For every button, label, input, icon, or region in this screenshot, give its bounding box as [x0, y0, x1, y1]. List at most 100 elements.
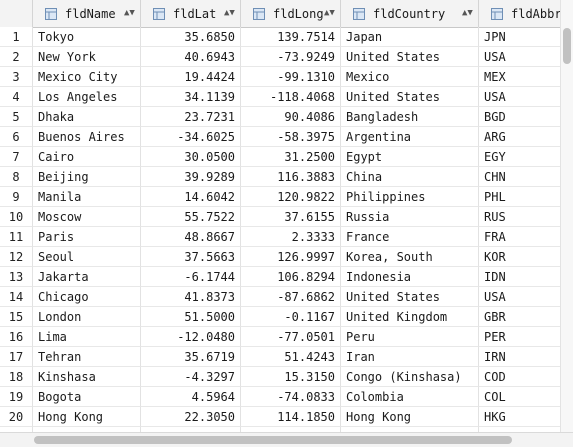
cell-fldLong[interactable]: -99.1310 [241, 67, 341, 87]
table-row[interactable]: 17 Tehran 35.6719 51.4243 Iran IRN [0, 347, 573, 367]
cell-fldAbbrev[interactable]: JPN [479, 27, 573, 47]
cell-fldLong[interactable]: 15.3150 [241, 367, 341, 387]
horizontal-scrollbar[interactable] [0, 432, 573, 447]
cell-fldCountry[interactable]: United States [341, 87, 479, 107]
sort-arrows-icon[interactable]: ▲▼ [124, 8, 135, 18]
cell-fldAbbrev[interactable]: HKG [479, 407, 573, 427]
cell-fldLat[interactable]: 23.7231 [141, 107, 241, 127]
cell-fldLong[interactable]: 139.7514 [241, 27, 341, 47]
cell-fldCountry[interactable]: United Kingdom [341, 307, 479, 327]
column-header-fldLong[interactable]: fldLong ▲▼ [241, 0, 341, 27]
cell-fldLat[interactable]: 37.5663 [141, 247, 241, 267]
table-row[interactable]: 19 Bogota 4.5964 -74.0833 Colombia COL [0, 387, 573, 407]
cell-fldName[interactable]: Tokyo [33, 27, 141, 47]
cell-fldCountry[interactable]: Philippines [341, 187, 479, 207]
cell-fldLong[interactable]: -0.1167 [241, 307, 341, 327]
cell-fldCountry[interactable]: Hong Kong [341, 407, 479, 427]
cell-fldCountry[interactable]: United States [341, 287, 479, 307]
cell-fldLat[interactable]: 35.6719 [141, 347, 241, 367]
cell-fldCountry[interactable]: Iran [341, 347, 479, 367]
cell-fldLat[interactable]: 51.5000 [141, 307, 241, 327]
cell-fldName[interactable]: Jakarta [33, 267, 141, 287]
table-row[interactable]: 16 Lima -12.0480 -77.0501 Peru PER [0, 327, 573, 347]
table-row[interactable]: 21 [0, 427, 573, 433]
table-row[interactable]: 2 New York 40.6943 -73.9249 United States USA [0, 47, 573, 67]
cell-fldName[interactable]: Dhaka [33, 107, 141, 127]
cell-fldLat[interactable]: 34.1139 [141, 87, 241, 107]
horizontal-scroll-thumb[interactable] [34, 436, 512, 444]
cell-fldName[interactable]: Los Angeles [33, 87, 141, 107]
table-row[interactable]: 4 Los Angeles 34.1139 -118.4068 United State… [0, 87, 573, 107]
sort-arrows-icon[interactable]: ▲▼ [224, 8, 235, 18]
cell-fldLat[interactable]: 39.9289 [141, 167, 241, 187]
cell-fldAbbrev[interactable]: PHL [479, 187, 573, 207]
table-row[interactable]: 5 Dhaka 23.7231 90.4086 Bangladesh BGD [0, 107, 573, 127]
cell-fldLong[interactable]: -118.4068 [241, 87, 341, 107]
cell-fldCountry[interactable]: Japan [341, 27, 479, 47]
column-header-fldName[interactable]: fldName ▲▼ [33, 0, 141, 27]
cell-fldName[interactable]: Hong Kong [33, 407, 141, 427]
table-row[interactable]: 12 Seoul 37.5663 126.9997 Korea, South KOR [0, 247, 573, 267]
cell-fldCountry[interactable]: Egypt [341, 147, 479, 167]
cell-fldLong[interactable]: -77.0501 [241, 327, 341, 347]
cell-fldCountry[interactable]: France [341, 227, 479, 247]
cell-fldAbbrev[interactable]: FRA [479, 227, 573, 247]
cell-fldLat[interactable]: -34.6025 [141, 127, 241, 147]
cell-fldLat[interactable]: 4.5964 [141, 387, 241, 407]
sort-arrows-icon[interactable]: ▲▼ [462, 8, 473, 18]
cell-fldAbbrev[interactable]: IDN [479, 267, 573, 287]
cell-fldAbbrev[interactable]: RUS [479, 207, 573, 227]
cell-fldName[interactable]: Moscow [33, 207, 141, 227]
cell-fldAbbrev[interactable]: IRN [479, 347, 573, 367]
cell-fldName[interactable]: Mexico City [33, 67, 141, 87]
cell-fldName[interactable]: Chicago [33, 287, 141, 307]
column-header-fldCountry[interactable]: fldCountry ▲▼ [341, 0, 479, 27]
cell-fldName[interactable]: Manila [33, 187, 141, 207]
table-row[interactable]: 10 Moscow 55.7522 37.6155 Russia RUS [0, 207, 573, 227]
cell-fldLong[interactable]: 37.6155 [241, 207, 341, 227]
cell-fldLong[interactable]: -74.0833 [241, 387, 341, 407]
cell-fldName[interactable] [33, 427, 141, 433]
cell-fldCountry[interactable]: Peru [341, 327, 479, 347]
cell-fldCountry[interactable] [341, 427, 479, 433]
cell-fldName[interactable]: Beijing [33, 167, 141, 187]
cell-fldLat[interactable] [141, 427, 241, 433]
cell-fldAbbrev[interactable]: GBR [479, 307, 573, 327]
cell-fldLat[interactable]: 55.7522 [141, 207, 241, 227]
cell-fldLat[interactable]: 35.6850 [141, 27, 241, 47]
cell-fldLong[interactable] [241, 427, 341, 433]
cell-fldName[interactable]: Seoul [33, 247, 141, 267]
cell-fldLat[interactable]: 48.8667 [141, 227, 241, 247]
table-row[interactable]: 9 Manila 14.6042 120.9822 Philippines PHL [0, 187, 573, 207]
cell-fldCountry[interactable]: Argentina [341, 127, 479, 147]
table-row[interactable]: 3 Mexico City 19.4424 -99.1310 Mexico MEX [0, 67, 573, 87]
cell-fldCountry[interactable]: Russia [341, 207, 479, 227]
cell-fldName[interactable]: London [33, 307, 141, 327]
cell-fldLong[interactable]: 120.9822 [241, 187, 341, 207]
cell-fldAbbrev[interactable]: USA [479, 287, 573, 307]
cell-fldAbbrev[interactable]: EGY [479, 147, 573, 167]
cell-fldCountry[interactable]: Congo (Kinshasa) [341, 367, 479, 387]
cell-fldLong[interactable]: 51.4243 [241, 347, 341, 367]
cell-fldLat[interactable]: -12.0480 [141, 327, 241, 347]
cell-fldLong[interactable]: 114.1850 [241, 407, 341, 427]
cell-fldName[interactable]: New York [33, 47, 141, 67]
sort-arrows-icon[interactable]: ▲▼ [324, 8, 335, 18]
cell-fldLat[interactable]: 22.3050 [141, 407, 241, 427]
table-row[interactable]: 7 Cairo 30.0500 31.2500 Egypt EGY [0, 147, 573, 167]
cell-fldLat[interactable]: 30.0500 [141, 147, 241, 167]
cell-fldLat[interactable]: 19.4424 [141, 67, 241, 87]
cell-fldAbbrev[interactable]: BGD [479, 107, 573, 127]
cell-fldCountry[interactable]: Bangladesh [341, 107, 479, 127]
cell-fldCountry[interactable]: Colombia [341, 387, 479, 407]
cell-fldAbbrev[interactable]: COD [479, 367, 573, 387]
cell-fldCountry[interactable]: Mexico [341, 67, 479, 87]
cell-fldName[interactable]: Paris [33, 227, 141, 247]
cell-fldLong[interactable]: 116.3883 [241, 167, 341, 187]
cell-fldAbbrev[interactable]: USA [479, 47, 573, 67]
table-row[interactable]: 11 Paris 48.8667 2.3333 France FRA [0, 227, 573, 247]
cell-fldName[interactable]: Buenos Aires [33, 127, 141, 147]
table-row[interactable]: 8 Beijing 39.9289 116.3883 China CHN [0, 167, 573, 187]
cell-fldName[interactable]: Lima [33, 327, 141, 347]
cell-fldLong[interactable]: 2.3333 [241, 227, 341, 247]
